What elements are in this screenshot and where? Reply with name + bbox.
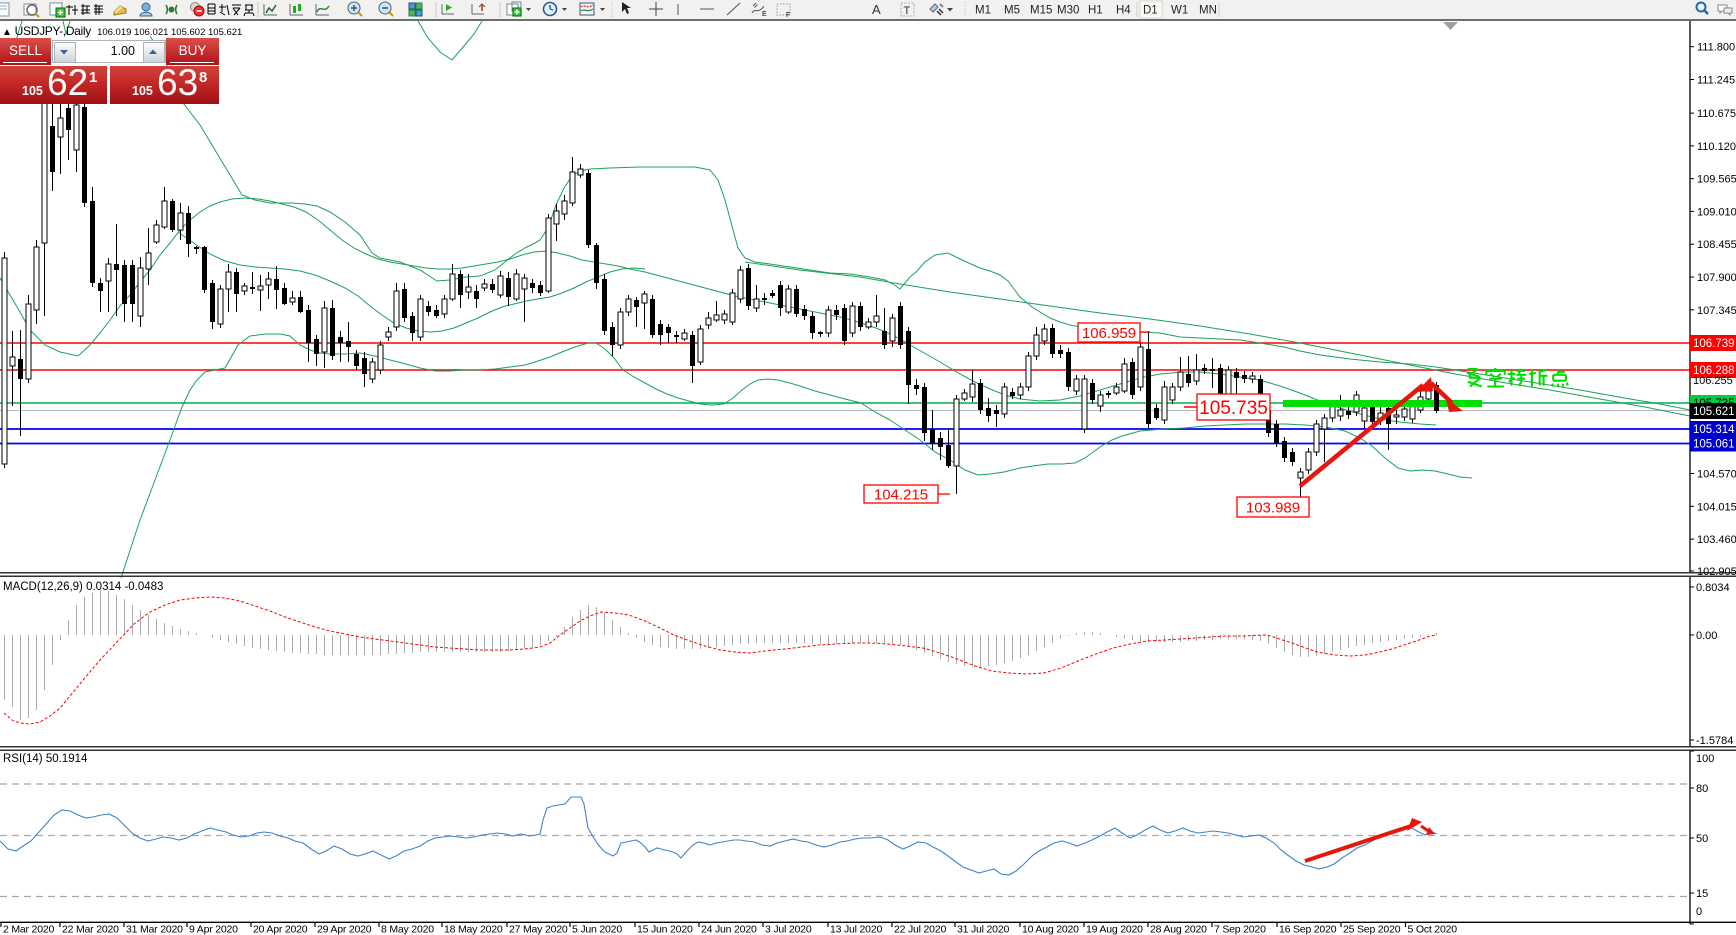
svg-text:106.739: 106.739: [1693, 338, 1735, 350]
svg-text:T: T: [904, 5, 911, 17]
svg-text:20 Apr 2020: 20 Apr 2020: [253, 924, 308, 935]
svg-text:A: A: [872, 2, 881, 17]
svg-text:F: F: [786, 12, 790, 19]
svg-text:RSI(14) 50.1914: RSI(14) 50.1914: [3, 753, 88, 765]
svg-text:111.245: 111.245: [1697, 75, 1735, 87]
svg-text:105.314: 105.314: [1693, 424, 1735, 436]
svg-text:9 Apr 2020: 9 Apr 2020: [189, 924, 238, 935]
svg-text:50: 50: [1696, 833, 1708, 845]
svg-text:H1: H1: [1088, 5, 1103, 17]
svg-text:110.675: 110.675: [1697, 108, 1736, 120]
svg-text:M30: M30: [1057, 5, 1079, 17]
svg-text:105.735: 105.735: [1199, 398, 1268, 419]
svg-text:MACD(12,26,9) 0.0314 -0.0483: MACD(12,26,9) 0.0314 -0.0483: [3, 581, 163, 593]
svg-text:100: 100: [1696, 753, 1714, 765]
svg-text:-1.5784: -1.5784: [1696, 735, 1733, 747]
svg-text:104.215: 104.215: [874, 486, 928, 503]
svg-text:110.120: 110.120: [1697, 141, 1736, 153]
svg-text:0.00: 0.00: [1696, 630, 1717, 642]
svg-text:80: 80: [1696, 783, 1708, 795]
svg-text:18 May 2020: 18 May 2020: [444, 924, 503, 935]
svg-text:109.010: 109.010: [1697, 206, 1736, 218]
svg-text:15: 15: [1696, 888, 1708, 900]
svg-text:2 Mar 2020: 2 Mar 2020: [3, 924, 54, 935]
svg-text:D1: D1: [1143, 5, 1158, 17]
svg-text:106.255: 106.255: [1693, 375, 1733, 387]
svg-text:109.565: 109.565: [1697, 174, 1736, 186]
svg-text:25 Sep 2020: 25 Sep 2020: [1343, 924, 1401, 935]
svg-text:H4: H4: [1116, 5, 1131, 17]
svg-text:105.621: 105.621: [1693, 406, 1735, 418]
svg-text:107.345: 107.345: [1697, 305, 1736, 317]
svg-text:108.455: 108.455: [1697, 239, 1736, 251]
svg-text:8 May 2020: 8 May 2020: [381, 924, 434, 935]
svg-text:31 Jul 2020: 31 Jul 2020: [957, 924, 1009, 935]
svg-text:19 Aug 2020: 19 Aug 2020: [1086, 924, 1143, 935]
svg-text:106.959: 106.959: [1082, 325, 1136, 342]
svg-text:7 Sep 2020: 7 Sep 2020: [1214, 924, 1266, 935]
svg-text:104.015: 104.015: [1697, 501, 1736, 513]
svg-text:31 Mar 2020: 31 Mar 2020: [126, 924, 183, 935]
svg-text:104.570: 104.570: [1697, 469, 1736, 481]
svg-text:102.905: 102.905: [1697, 566, 1736, 578]
svg-text:5 Jun 2020: 5 Jun 2020: [572, 924, 622, 935]
svg-text:W1: W1: [1171, 5, 1188, 17]
svg-text:16 Sep 2020: 16 Sep 2020: [1279, 924, 1337, 935]
svg-text:13 Jul 2020: 13 Jul 2020: [830, 924, 882, 935]
svg-text:22 Mar 2020: 22 Mar 2020: [62, 924, 119, 935]
svg-text:103.989: 103.989: [1246, 499, 1300, 516]
svg-text:28 Aug 2020: 28 Aug 2020: [1150, 924, 1207, 935]
svg-text:105.061: 105.061: [1693, 439, 1735, 451]
svg-text:M1: M1: [975, 5, 991, 17]
svg-text:22 Jul 2020: 22 Jul 2020: [894, 924, 946, 935]
svg-text:0: 0: [1696, 906, 1702, 918]
svg-text:M5: M5: [1004, 5, 1020, 17]
svg-text:3 Jul 2020: 3 Jul 2020: [765, 924, 812, 935]
svg-text:27 May 2020: 27 May 2020: [509, 924, 568, 935]
svg-text:107.900: 107.900: [1697, 272, 1736, 284]
svg-text:0.8034: 0.8034: [1696, 582, 1730, 594]
svg-text:M15: M15: [1030, 5, 1052, 17]
svg-text:10 Aug 2020: 10 Aug 2020: [1022, 924, 1079, 935]
svg-text:111.800: 111.800: [1697, 42, 1735, 54]
svg-text:29 Apr 2020: 29 Apr 2020: [317, 924, 372, 935]
svg-text:24 Jun 2020: 24 Jun 2020: [701, 924, 757, 935]
svg-text:106.288: 106.288: [1693, 365, 1735, 377]
svg-text:5 Oct 2020: 5 Oct 2020: [1408, 924, 1458, 935]
svg-text:MN: MN: [1199, 5, 1217, 17]
svg-text:E: E: [762, 11, 767, 18]
svg-text:103.460: 103.460: [1697, 534, 1736, 546]
svg-text:15 Jun 2020: 15 Jun 2020: [637, 924, 693, 935]
